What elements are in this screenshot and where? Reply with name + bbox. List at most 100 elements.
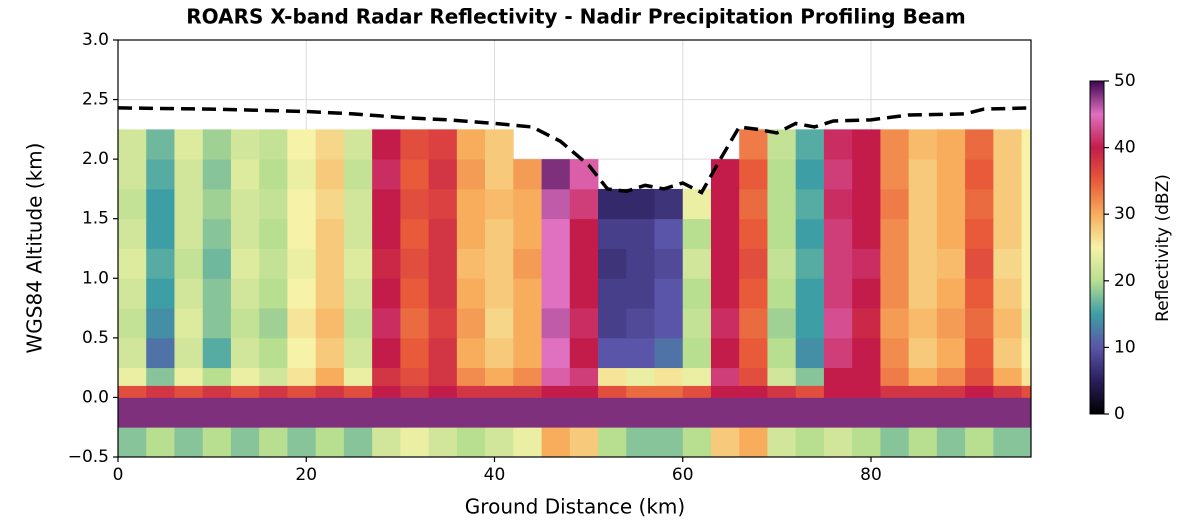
heatmap-cell bbox=[626, 367, 655, 386]
heatmap-cell bbox=[1021, 337, 1032, 369]
heatmap-cell bbox=[936, 159, 966, 190]
heatmap-cell bbox=[343, 337, 373, 369]
heatmap-cell bbox=[626, 188, 655, 220]
heatmap-cell bbox=[428, 427, 458, 458]
heatmap-cell bbox=[767, 129, 797, 160]
heatmap-cell bbox=[767, 427, 797, 458]
heatmap-cell bbox=[513, 188, 542, 220]
heatmap-cell bbox=[936, 308, 966, 339]
heatmap-cell bbox=[908, 278, 938, 309]
heatmap-cell bbox=[485, 218, 514, 249]
heatmap-cell bbox=[993, 188, 1022, 220]
heatmap-cell bbox=[230, 218, 260, 249]
heatmap-cell bbox=[739, 427, 768, 458]
heatmap-cell bbox=[569, 367, 599, 386]
heatmap-cell bbox=[485, 397, 514, 428]
heatmap-cell bbox=[1021, 308, 1032, 339]
heatmap-cell bbox=[993, 218, 1022, 249]
heatmap-cell bbox=[343, 278, 373, 309]
heatmap-cell bbox=[936, 367, 966, 386]
heatmap-cell bbox=[739, 367, 768, 386]
heatmap-cell bbox=[710, 397, 740, 428]
heatmap-cell bbox=[795, 397, 825, 428]
heatmap-cell bbox=[739, 218, 768, 249]
heatmap-cell bbox=[343, 427, 373, 458]
heatmap-cell bbox=[372, 427, 401, 458]
heatmap-cell bbox=[1021, 427, 1032, 458]
heatmap-cell bbox=[343, 248, 373, 279]
heatmap-cell bbox=[315, 427, 345, 458]
heatmap-cell bbox=[598, 308, 627, 339]
heatmap-cell bbox=[372, 248, 401, 279]
heatmap-cell bbox=[880, 159, 910, 190]
heatmap-cell bbox=[287, 218, 317, 249]
heatmap-cell bbox=[287, 188, 317, 220]
heatmap-cell bbox=[823, 248, 853, 279]
x-tick-label: 40 bbox=[484, 465, 506, 485]
heatmap-cell bbox=[710, 248, 740, 279]
heatmap-cell bbox=[230, 308, 260, 339]
heatmap-cell bbox=[823, 337, 853, 369]
heatmap-cell bbox=[174, 278, 204, 309]
heatmap-cell bbox=[852, 385, 881, 398]
heatmap-cell bbox=[315, 248, 345, 279]
heatmap-cell bbox=[146, 397, 175, 428]
heatmap-cell bbox=[259, 278, 288, 309]
heatmap-cell bbox=[823, 278, 853, 309]
heatmap-cell bbox=[852, 367, 881, 386]
heatmap-cell bbox=[936, 248, 966, 279]
heatmap-cell bbox=[965, 188, 994, 220]
heatmap-cell bbox=[485, 278, 514, 309]
heatmap-cell bbox=[626, 308, 655, 339]
heatmap-cell bbox=[626, 337, 655, 369]
heatmap-cell bbox=[428, 129, 458, 160]
heatmap-cell bbox=[767, 308, 797, 339]
heatmap-cell bbox=[400, 188, 430, 220]
heatmap-cell bbox=[880, 337, 910, 369]
heatmap-cell bbox=[118, 248, 147, 279]
heatmap-cell bbox=[343, 367, 373, 386]
heatmap-cell bbox=[965, 248, 994, 279]
heatmap-cell bbox=[118, 397, 147, 428]
heatmap-cell bbox=[146, 188, 175, 220]
heatmap-cell bbox=[710, 427, 740, 458]
heatmap-cell bbox=[852, 278, 881, 309]
heatmap-cell bbox=[880, 427, 910, 458]
heatmap-cell bbox=[372, 159, 401, 190]
x-tick-label: 60 bbox=[672, 465, 694, 485]
heatmap-cell bbox=[965, 159, 994, 190]
heatmap-cell bbox=[541, 248, 571, 279]
heatmap-cell bbox=[823, 385, 853, 398]
heatmap-cell bbox=[598, 218, 627, 249]
heatmap-cell bbox=[739, 337, 768, 369]
heatmap-cell bbox=[456, 159, 486, 190]
heatmap-cell bbox=[202, 367, 232, 386]
heatmap-cell bbox=[456, 427, 486, 458]
heatmap-cell bbox=[259, 218, 288, 249]
heatmap-cell bbox=[485, 337, 514, 369]
heatmap-cell bbox=[541, 367, 571, 386]
heatmap-cell bbox=[118, 337, 147, 369]
colorbar-tick-label: 30 bbox=[1114, 204, 1136, 224]
heatmap-cell bbox=[1021, 218, 1032, 249]
heatmap-cell bbox=[315, 218, 345, 249]
heatmap-cell bbox=[118, 218, 147, 249]
heatmap-cell bbox=[485, 385, 514, 398]
heatmap-cell bbox=[230, 248, 260, 279]
heatmap-cell bbox=[230, 337, 260, 369]
heatmap-cell bbox=[485, 129, 514, 160]
heatmap-cell bbox=[852, 129, 881, 160]
heatmap-cell bbox=[795, 248, 825, 279]
heatmap-cell bbox=[598, 397, 627, 428]
heatmap-cell bbox=[174, 129, 204, 160]
heatmap-cell bbox=[654, 385, 684, 398]
heatmap-cell bbox=[315, 397, 345, 428]
heatmap-cell bbox=[230, 367, 260, 386]
heatmap-cell bbox=[343, 188, 373, 220]
heatmap-cell bbox=[598, 427, 627, 458]
heatmap-cell bbox=[456, 385, 486, 398]
heatmap-cell bbox=[852, 337, 881, 369]
heatmap-cell bbox=[654, 308, 684, 339]
heatmap-cell bbox=[485, 188, 514, 220]
heatmap-cell bbox=[626, 427, 655, 458]
